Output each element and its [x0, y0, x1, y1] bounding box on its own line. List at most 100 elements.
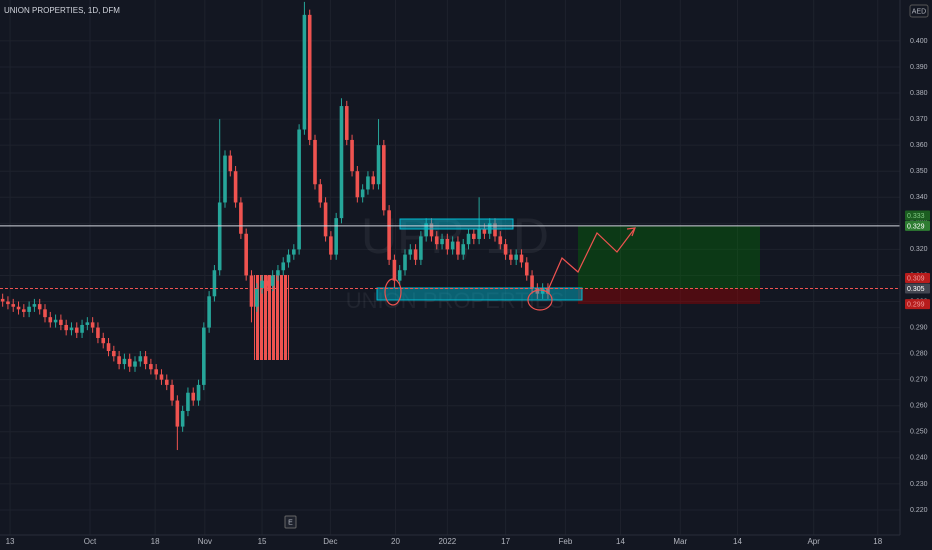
candle-body	[196, 384, 201, 401]
candle-body	[535, 288, 540, 294]
candle-body	[514, 254, 518, 260]
candle-body	[509, 254, 513, 260]
y-tick-label: 0.230	[910, 481, 928, 488]
candle-body	[133, 361, 137, 367]
candle-body	[397, 270, 402, 281]
candle-body	[112, 351, 116, 357]
y-tick-label: 0.400	[910, 38, 928, 45]
candles	[0, 1, 550, 451]
y-tick-label: 0.370	[910, 116, 928, 123]
candle-body	[540, 288, 545, 294]
candle-body	[344, 106, 349, 140]
candle-body	[281, 262, 286, 271]
candle-body	[429, 223, 434, 237]
price-label-box	[905, 220, 930, 231]
candle-body	[519, 254, 524, 263]
event-label[interactable]: E	[288, 519, 293, 526]
candle-body	[339, 106, 344, 219]
x-tick-label: 18	[873, 537, 882, 546]
x-tick-label: 14	[616, 537, 625, 546]
candle-body	[482, 228, 487, 234]
candle-body	[154, 369, 158, 375]
x-tick-label: Dec	[323, 537, 337, 546]
candle-body	[212, 270, 217, 297]
candle-body	[122, 358, 127, 365]
price-label: 0.329	[907, 223, 925, 230]
candle-body	[117, 356, 121, 365]
candle-body	[546, 288, 550, 294]
profit-zone	[578, 226, 760, 289]
candle-body	[32, 304, 37, 307]
candle-body	[43, 309, 47, 318]
price-label: 0.305	[907, 286, 925, 293]
candle-body	[477, 228, 481, 239]
x-tick-label: 13	[6, 537, 15, 546]
candle-body	[106, 343, 111, 352]
candle-body	[313, 139, 317, 185]
x-tick-label: Apr	[807, 537, 820, 546]
y-tick-label: 0.340	[910, 194, 928, 201]
support-box	[376, 287, 583, 301]
candle-body	[64, 324, 68, 331]
event-button[interactable]	[284, 515, 297, 529]
y-tick-label: 0.270	[910, 377, 928, 384]
candle-body	[6, 301, 10, 305]
candle-body	[59, 319, 63, 325]
candle-body	[127, 358, 132, 367]
candle-body	[424, 223, 428, 237]
candle-body	[445, 238, 450, 250]
candle-body	[85, 322, 90, 325]
y-tick-label: 0.290	[910, 324, 928, 331]
candle-body	[170, 384, 174, 401]
candle-body	[450, 241, 455, 250]
candle-body	[270, 275, 275, 286]
candle-body	[254, 288, 259, 307]
candle-body	[265, 280, 270, 286]
projection-arrow	[547, 227, 636, 291]
candle-body	[503, 244, 508, 255]
y-tick-label: 0.220	[910, 507, 928, 514]
candle-body	[360, 189, 365, 198]
resistance-box	[399, 218, 514, 230]
candle-body	[207, 296, 211, 328]
y-tick-label: 0.380	[910, 90, 928, 97]
candle-body	[323, 202, 328, 237]
candle-body	[307, 14, 312, 140]
candle-body	[249, 275, 254, 307]
overlay	[0, 218, 900, 311]
x-tick-label: 20	[391, 537, 400, 546]
price-label: 0.333	[907, 213, 925, 220]
candle-body	[37, 304, 42, 310]
chart-title: UNION PROPERTIES, 1D, DFM	[4, 6, 120, 15]
x-tick-label: Oct	[84, 537, 97, 546]
candle-body	[382, 145, 386, 211]
x-tick-label: 14	[733, 537, 742, 546]
candle-body	[138, 356, 143, 362]
currency-box	[909, 4, 929, 18]
candle-body	[16, 306, 21, 310]
candle-body	[456, 241, 460, 255]
candle-body	[186, 392, 190, 411]
y-tick-label: 0.350	[910, 168, 928, 175]
x-tick-label: 15	[258, 537, 267, 546]
candle-body	[498, 236, 503, 245]
candle-body	[69, 327, 74, 331]
candle-body	[80, 324, 84, 333]
candle-body	[371, 176, 376, 185]
x-tick-label: 17	[501, 537, 510, 546]
candle-body	[413, 249, 418, 260]
y-tick-label: 0.250	[910, 429, 928, 436]
candle-body	[228, 155, 233, 172]
candle-body	[149, 364, 153, 370]
x-tick-label: Feb	[559, 537, 573, 546]
candle-body	[90, 322, 95, 328]
candle-body	[329, 236, 333, 255]
loss-zone	[578, 289, 760, 304]
candle-body	[101, 337, 106, 344]
arrow-head	[626, 227, 636, 237]
candle-body	[461, 244, 466, 255]
candle-body	[244, 233, 248, 276]
candle-body	[297, 129, 301, 250]
candle-body	[22, 309, 26, 312]
drawings	[254, 226, 760, 360]
